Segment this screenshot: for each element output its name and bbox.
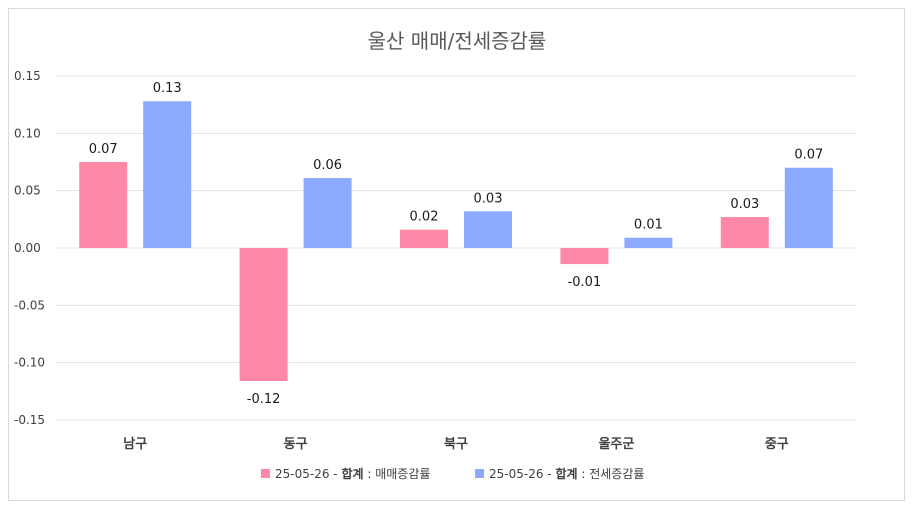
bar-sale xyxy=(720,217,769,248)
category-label: 남구 xyxy=(123,436,147,452)
bar-jeonse xyxy=(784,167,833,248)
data-label: 0.07 xyxy=(794,148,823,163)
y-tick-label: -0.15 xyxy=(14,413,45,427)
chart-title: 울산 매매/전세증감률 xyxy=(368,29,547,53)
data-label: -0.01 xyxy=(568,275,602,290)
data-label: 0.02 xyxy=(410,210,439,225)
bar-sale xyxy=(79,162,128,248)
chart-frame xyxy=(8,8,905,501)
legend-suffix: : 매매증감률 xyxy=(364,467,431,481)
legend-prefix: 25-05-26 - xyxy=(275,467,341,481)
y-tick-label: -0.05 xyxy=(14,298,45,312)
data-label: 0.01 xyxy=(634,218,663,233)
legend-entry: 25-05-26 - 합계 : 전세증감률 xyxy=(489,466,644,481)
y-tick-label: 0.05 xyxy=(14,184,41,198)
y-tick-label: 0.15 xyxy=(14,69,41,83)
legend: 25-05-26 - 합계 : 매매증감률 25-05-26 - 합계 : 전세증… xyxy=(261,466,644,481)
legend-prefix: 25-05-26 - xyxy=(489,467,555,481)
legend-bold: 합계 xyxy=(341,466,363,481)
legend-swatch xyxy=(261,469,270,478)
bar-sale xyxy=(400,229,448,248)
legend-swatch xyxy=(475,469,484,478)
data-label: -0.12 xyxy=(247,392,281,407)
y-tick-label: 0.10 xyxy=(14,126,41,140)
bars: 0.07 0.13 -0.12 0.06 0.02 0.03 -0.01 0.01 0.03 0.… xyxy=(79,81,833,407)
bar-jeonse xyxy=(143,101,192,248)
data-label: 0.03 xyxy=(730,197,759,212)
category-label: 울주군 xyxy=(598,436,634,452)
data-label: 0.07 xyxy=(89,142,118,157)
legend-entry: 25-05-26 - 합계 : 매매증감률 xyxy=(275,466,430,481)
y-tick-label: -0.10 xyxy=(14,356,45,370)
bar-jeonse xyxy=(624,237,673,248)
bar-jeonse xyxy=(464,211,512,248)
legend-suffix: : 전세증감률 xyxy=(578,467,645,481)
bar-sale xyxy=(239,248,288,382)
bar-jeonse xyxy=(303,178,352,248)
data-label: 0.03 xyxy=(474,191,503,206)
data-label: 0.06 xyxy=(313,158,342,173)
category-label: 중구 xyxy=(765,437,789,452)
y-axis: 0.15 0.10 0.05 0.00 -0.05 -0.10 -0.15 xyxy=(14,69,45,427)
legend-bold: 합계 xyxy=(555,466,577,481)
category-label: 동구 xyxy=(284,437,308,452)
y-tick-label: 0.00 xyxy=(14,241,41,255)
x-axis: 남구 동구 북구 울주군 중구 xyxy=(123,436,789,452)
category-label: 북구 xyxy=(444,437,468,452)
bar-sale xyxy=(560,248,609,265)
data-label: 0.13 xyxy=(153,81,182,96)
